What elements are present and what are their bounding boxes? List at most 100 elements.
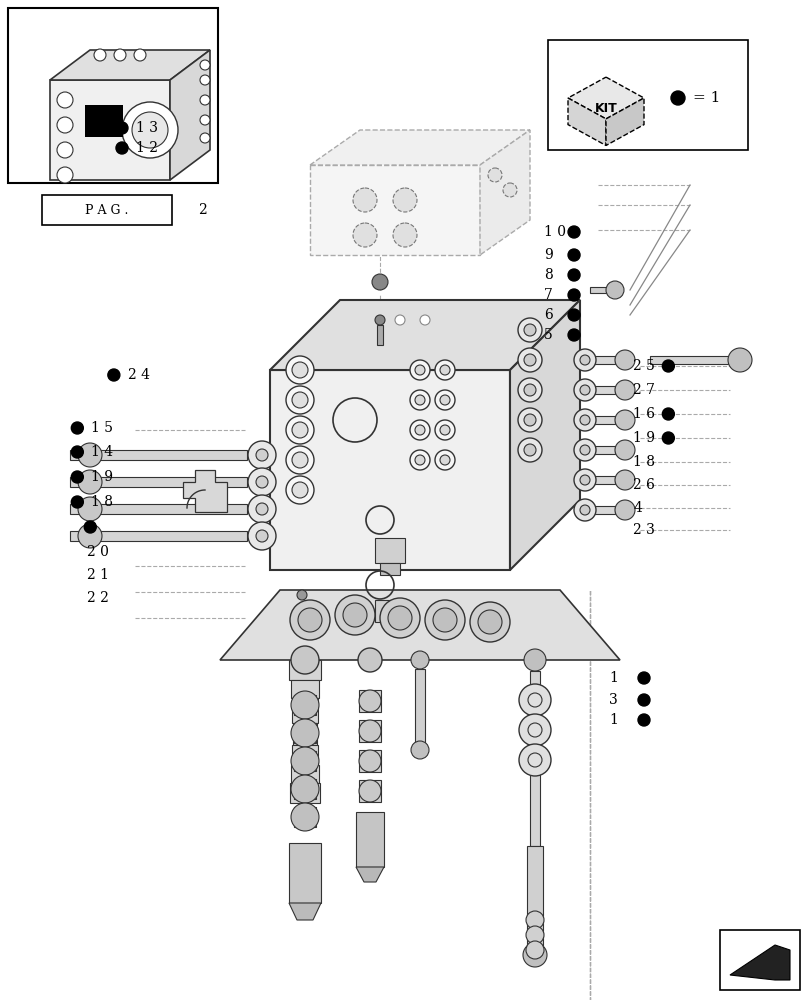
Circle shape [358, 648, 381, 672]
Circle shape [614, 380, 634, 400]
Text: 2 4: 2 4 [127, 368, 150, 382]
Circle shape [523, 414, 535, 426]
Circle shape [523, 354, 535, 366]
Circle shape [200, 95, 210, 105]
Text: = 1: = 1 [692, 91, 719, 105]
Circle shape [435, 450, 454, 470]
Bar [290, 680, 319, 698]
Circle shape [614, 440, 634, 460]
Circle shape [290, 775, 319, 803]
Circle shape [517, 348, 541, 372]
Text: 2 0: 2 0 [87, 545, 109, 559]
Circle shape [523, 384, 535, 396]
Circle shape [517, 408, 541, 432]
Circle shape [285, 416, 314, 444]
Circle shape [410, 360, 430, 380]
Bar [70, 504, 247, 514]
Bar [294, 779, 315, 799]
Circle shape [470, 602, 509, 642]
Bar [294, 723, 315, 743]
Bar [289, 843, 320, 903]
Circle shape [440, 455, 449, 465]
Circle shape [71, 471, 84, 483]
Circle shape [518, 684, 551, 716]
Bar [358, 690, 380, 712]
Circle shape [255, 476, 268, 488]
Text: 1: 1 [608, 713, 617, 727]
Circle shape [579, 445, 590, 455]
Circle shape [727, 348, 751, 372]
Text: 7: 7 [543, 288, 552, 302]
Text: 1 3: 1 3 [135, 121, 158, 135]
Circle shape [285, 356, 314, 384]
Text: 2 1: 2 1 [87, 568, 109, 582]
Bar [42, 195, 172, 225]
Circle shape [134, 49, 146, 61]
Circle shape [579, 505, 590, 515]
Circle shape [57, 142, 73, 158]
Text: 2 6: 2 6 [633, 478, 654, 492]
Circle shape [414, 455, 424, 465]
Circle shape [568, 329, 579, 341]
Circle shape [116, 142, 128, 154]
Circle shape [116, 122, 128, 134]
Circle shape [662, 408, 673, 420]
Circle shape [435, 420, 454, 440]
Circle shape [285, 476, 314, 504]
Bar [70, 531, 247, 541]
Circle shape [579, 385, 590, 395]
Bar [719, 930, 799, 990]
Text: 1 4: 1 4 [91, 445, 114, 459]
Circle shape [57, 167, 73, 183]
Bar [294, 751, 315, 771]
Circle shape [292, 362, 307, 378]
Text: 3: 3 [608, 693, 617, 707]
Polygon shape [479, 130, 530, 255]
Polygon shape [568, 77, 643, 119]
Bar [649, 356, 729, 364]
Circle shape [432, 608, 457, 632]
Polygon shape [220, 590, 620, 660]
Bar [85, 105, 122, 137]
Circle shape [568, 226, 579, 238]
Polygon shape [270, 370, 509, 570]
Circle shape [637, 672, 649, 684]
Circle shape [573, 499, 595, 521]
Circle shape [522, 943, 547, 967]
Circle shape [108, 369, 120, 381]
Text: 6: 6 [543, 308, 552, 322]
Bar [70, 477, 247, 487]
Circle shape [518, 744, 551, 776]
Bar [289, 660, 320, 680]
Polygon shape [50, 50, 210, 80]
Polygon shape [729, 945, 789, 980]
Circle shape [297, 590, 307, 600]
Text: 9: 9 [543, 248, 552, 262]
Circle shape [290, 747, 319, 775]
Polygon shape [310, 165, 479, 255]
Circle shape [526, 926, 543, 944]
Polygon shape [355, 867, 384, 882]
Circle shape [290, 600, 329, 640]
Circle shape [502, 183, 517, 197]
Bar [290, 783, 320, 803]
Bar [584, 386, 614, 394]
Circle shape [605, 281, 623, 299]
Bar [584, 446, 614, 454]
Circle shape [393, 223, 417, 247]
Circle shape [440, 395, 449, 405]
Text: KIT: KIT [594, 102, 616, 114]
Text: 2 3: 2 3 [633, 523, 654, 537]
Circle shape [255, 449, 268, 461]
Bar [358, 720, 380, 742]
Circle shape [290, 719, 319, 747]
Circle shape [410, 450, 430, 470]
Text: 4: 4 [633, 501, 642, 515]
Circle shape [662, 360, 673, 372]
Polygon shape [605, 98, 643, 145]
Bar [375, 538, 405, 563]
Circle shape [358, 780, 380, 802]
Circle shape [573, 379, 595, 401]
Circle shape [526, 911, 543, 929]
Circle shape [132, 112, 168, 148]
